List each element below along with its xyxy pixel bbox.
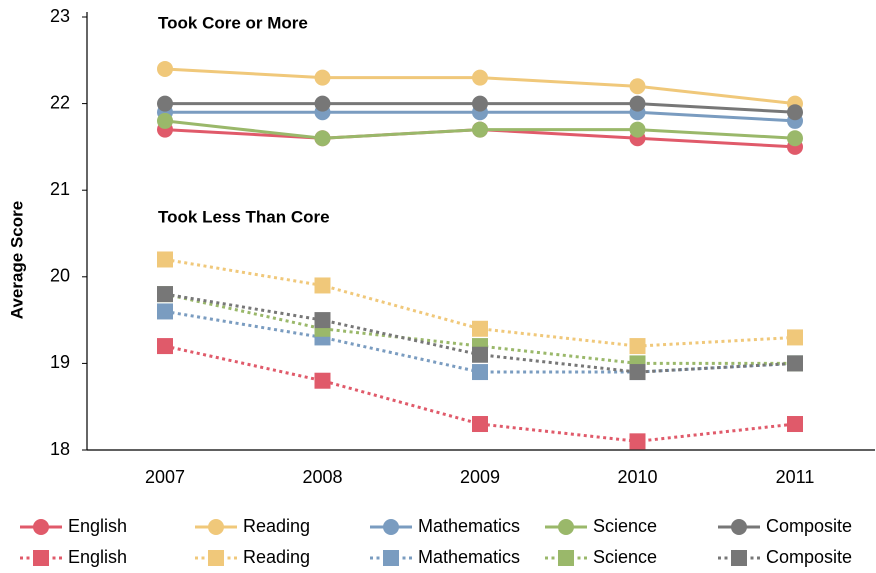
legend-label: Science xyxy=(593,547,657,567)
legend-marker xyxy=(33,550,49,566)
series-line xyxy=(164,258,796,348)
legend-marker xyxy=(208,519,224,535)
x-tick-label: 2007 xyxy=(145,467,185,487)
data-point xyxy=(157,60,173,77)
y-tick-label: 18 xyxy=(50,439,70,459)
data-point xyxy=(787,130,803,147)
data-point xyxy=(157,112,173,129)
data-point xyxy=(157,286,173,303)
y-tick-label: 22 xyxy=(50,92,70,112)
data-point xyxy=(157,338,173,355)
data-point xyxy=(314,69,331,86)
legend-marker xyxy=(558,519,574,535)
data-point xyxy=(629,433,646,450)
data-point xyxy=(157,303,173,320)
legend-label: Reading xyxy=(243,516,310,536)
x-tick-label: 2010 xyxy=(617,467,657,487)
legend-marker xyxy=(731,519,747,535)
legend-label: Mathematics xyxy=(418,516,520,536)
x-tick-label: 2009 xyxy=(460,467,500,487)
data-point xyxy=(787,355,803,372)
data-point xyxy=(314,95,331,112)
legend-marker xyxy=(383,519,399,535)
data-point xyxy=(787,416,803,433)
data-point xyxy=(472,346,488,363)
y-tick-label: 23 xyxy=(50,6,70,26)
legend-marker xyxy=(383,550,399,566)
annotation: Took Less Than Core xyxy=(158,207,330,226)
legend-label: Composite xyxy=(766,516,852,536)
data-point xyxy=(472,416,488,433)
data-point xyxy=(314,372,331,389)
data-point xyxy=(314,277,331,294)
data-point xyxy=(472,69,488,86)
data-point xyxy=(629,95,646,112)
legend-label: English xyxy=(68,516,127,536)
x-tick-label: 2011 xyxy=(776,467,815,487)
data-point xyxy=(472,121,488,138)
y-tick-label: 20 xyxy=(50,266,70,286)
data-point xyxy=(629,364,646,381)
legend-marker xyxy=(208,550,224,566)
data-point xyxy=(314,312,331,329)
data-point xyxy=(629,121,646,138)
data-point xyxy=(157,95,173,112)
y-tick-label: 21 xyxy=(50,179,70,199)
legend-label: Reading xyxy=(243,547,310,567)
legend-label: Science xyxy=(593,516,657,536)
legend-marker xyxy=(731,550,747,566)
data-point xyxy=(472,320,488,337)
legend-marker xyxy=(558,550,574,566)
legend-label: Mathematics xyxy=(418,547,520,567)
legend-marker xyxy=(33,519,49,535)
legend-label: English xyxy=(68,547,127,567)
y-tick-label: 19 xyxy=(50,352,70,372)
data-point xyxy=(629,338,646,355)
annotation: Took Core or More xyxy=(158,13,308,32)
data-point xyxy=(472,364,488,381)
data-point xyxy=(314,130,331,147)
data-point xyxy=(472,95,488,112)
series-line xyxy=(164,344,796,443)
data-point xyxy=(787,104,803,121)
legend-label: Composite xyxy=(766,547,852,567)
data-point xyxy=(157,251,173,268)
data-point xyxy=(787,329,803,346)
y-axis-label: Average Score xyxy=(7,201,26,319)
x-tick-label: 2008 xyxy=(302,467,342,487)
data-point xyxy=(629,78,646,95)
